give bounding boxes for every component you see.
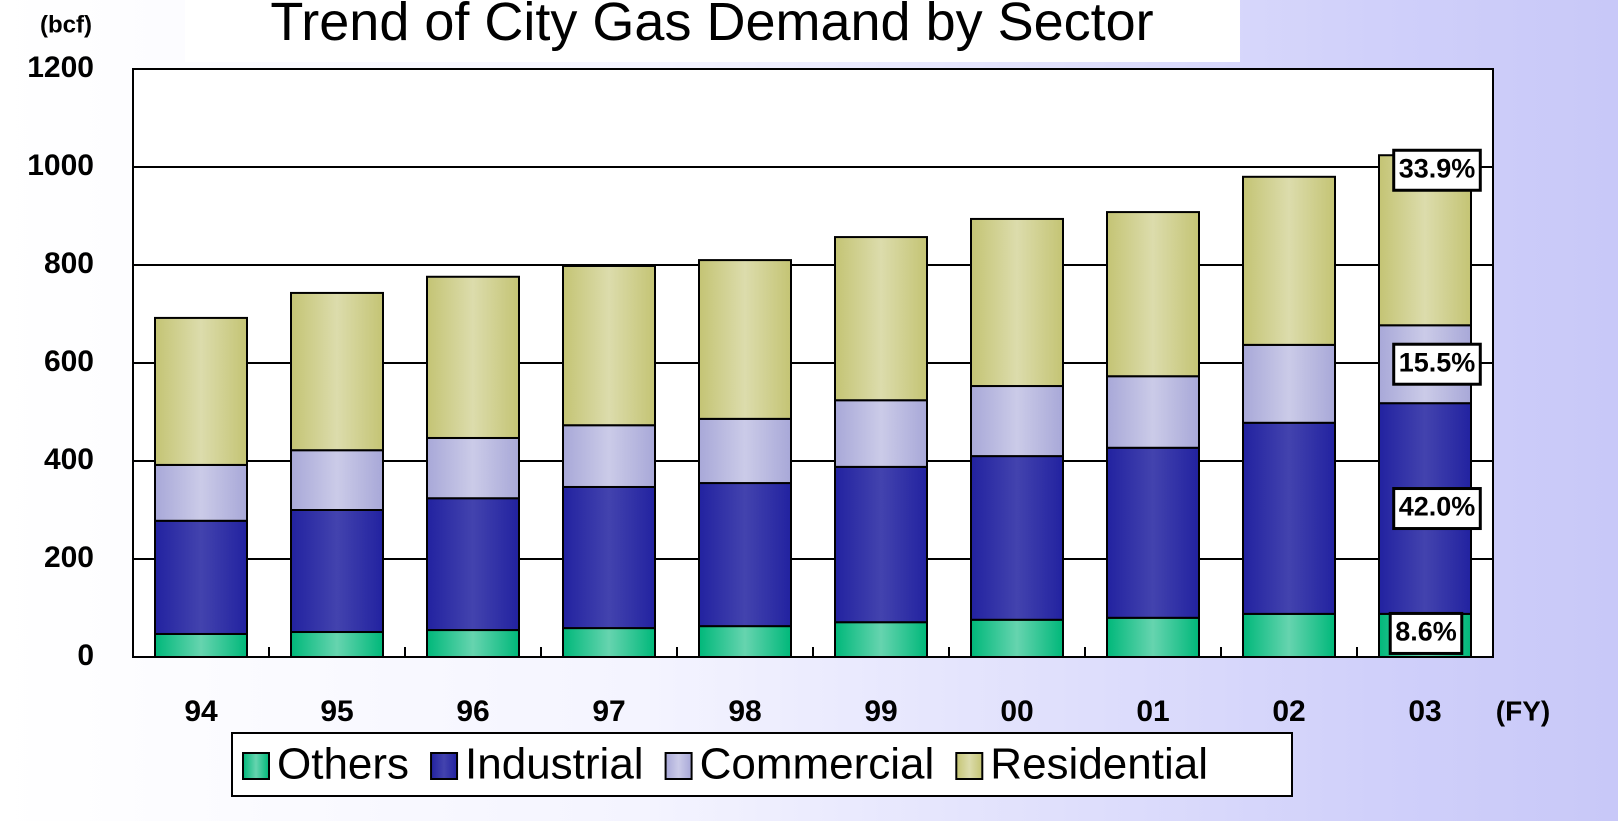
legend-label: Residential xyxy=(990,740,1208,789)
bar-segment xyxy=(562,485,656,630)
legend-swatch xyxy=(430,752,459,780)
bar-segment xyxy=(1242,421,1336,615)
x-tick-label: 02 xyxy=(1272,695,1305,728)
x-tick-label: 95 xyxy=(320,695,353,728)
y-tick-label: 1000 xyxy=(27,149,94,182)
legend-swatch xyxy=(955,752,984,780)
legend-swatch xyxy=(242,752,270,780)
bar-segment xyxy=(698,625,792,659)
bar-segment xyxy=(970,217,1064,388)
bar-segment xyxy=(834,399,928,468)
bar-segment xyxy=(970,618,1064,659)
bar-segment xyxy=(970,385,1064,458)
share-label-box xyxy=(1392,148,1482,192)
bar-segment xyxy=(154,316,248,466)
x-axis-label: (FY) xyxy=(1496,695,1550,726)
x-tick-label: 97 xyxy=(592,695,625,728)
legend-label: Others xyxy=(277,740,409,789)
share-label: 42.0% xyxy=(1399,492,1476,522)
bar-segment xyxy=(1106,211,1200,378)
bar-segment xyxy=(426,629,520,658)
share-label-box xyxy=(1388,611,1464,655)
legend-swatch xyxy=(664,752,693,780)
bar-segment xyxy=(1106,446,1200,619)
x-tick-label: 98 xyxy=(728,695,761,728)
legend-box xyxy=(231,732,1293,797)
bar-segment xyxy=(290,449,384,511)
share-label: 15.5% xyxy=(1399,347,1476,377)
x-tick-label: 99 xyxy=(864,695,897,728)
y-tick-label: 1200 xyxy=(27,51,94,84)
bar-segment xyxy=(834,621,928,659)
bar-segment xyxy=(834,236,928,402)
bar-segment xyxy=(290,631,384,659)
bar-segment xyxy=(1242,612,1336,659)
bar-segment xyxy=(698,417,792,485)
bar-segment xyxy=(1106,375,1200,449)
x-tick-label: 94 xyxy=(184,695,218,728)
bar-segment xyxy=(154,463,248,522)
share-label-box xyxy=(1392,342,1482,386)
share-label: 8.6% xyxy=(1395,617,1457,647)
legend-label: Industrial xyxy=(465,740,644,789)
share-labels: 8.6% 42.0% 15.5% 33.9% xyxy=(1388,148,1482,655)
bar-segment xyxy=(1242,343,1336,424)
legend-label: Commercial xyxy=(700,740,935,789)
bar-segment xyxy=(562,264,656,427)
y-axis-label: (bcf) xyxy=(40,11,92,38)
bar-segment xyxy=(834,465,928,624)
x-tick-label: 00 xyxy=(1000,695,1033,728)
y-tick-label: 0 xyxy=(77,639,94,672)
bar-segment xyxy=(1106,616,1200,658)
bar-segment xyxy=(698,259,792,420)
legend: Others Industrial Commercial Residential xyxy=(242,740,1208,789)
bar-segment xyxy=(290,291,384,452)
x-tick-label: 03 xyxy=(1408,695,1441,728)
bar-segment xyxy=(698,482,792,628)
bar-segment xyxy=(426,275,520,439)
y-tick-label: 800 xyxy=(44,247,94,280)
bar-segment xyxy=(154,519,248,635)
x-tick-label: 01 xyxy=(1136,695,1169,728)
x-tick-label: 96 xyxy=(456,695,489,728)
chart-title: Trend of City Gas Demand by Sector xyxy=(270,0,1153,52)
y-tick-label: 400 xyxy=(44,443,94,476)
bar-segment xyxy=(562,627,656,659)
bar-segment xyxy=(426,436,520,500)
bar-segment xyxy=(154,632,248,658)
bar-segment xyxy=(290,509,384,634)
share-label-box xyxy=(1392,487,1482,531)
bar-segment xyxy=(562,424,656,488)
plot-border xyxy=(132,68,1494,658)
y-tick-label: 600 xyxy=(44,345,94,378)
share-label: 33.9% xyxy=(1399,153,1476,183)
title-box xyxy=(185,0,1240,62)
bar-segment xyxy=(426,497,520,632)
bar-segment xyxy=(1242,175,1336,346)
y-tick-label: 200 xyxy=(44,541,94,574)
bar-segment xyxy=(970,455,1064,621)
